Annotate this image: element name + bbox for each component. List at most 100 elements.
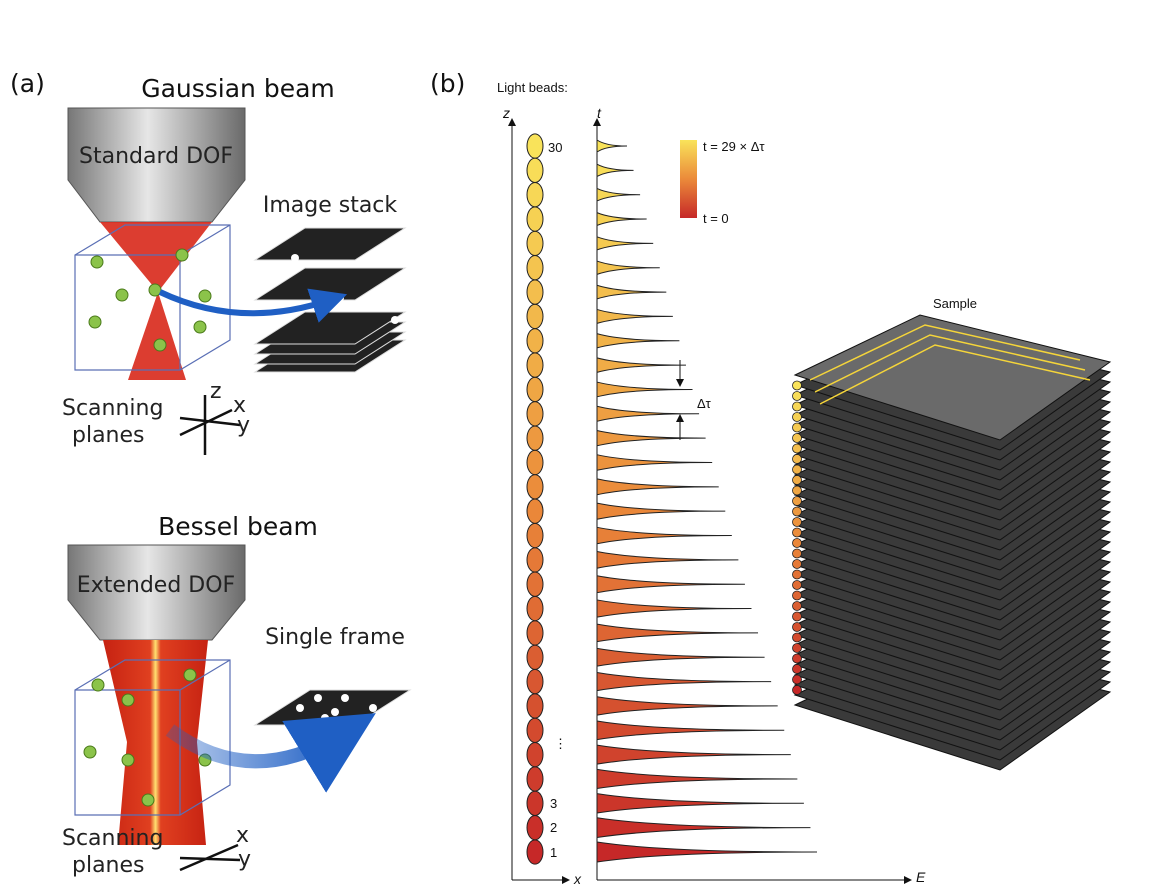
scan-label: Scanning — [62, 396, 163, 421]
bead — [527, 499, 543, 523]
interval-label: Δτ — [697, 396, 712, 411]
panel-label: (b) — [430, 69, 465, 98]
axis-label: x — [236, 823, 249, 848]
stack-bead — [793, 486, 802, 495]
axis-label: x — [573, 871, 582, 887]
pulse — [597, 188, 640, 201]
pulse — [597, 794, 804, 813]
bead — [527, 353, 543, 377]
bead-label: 2 — [550, 820, 557, 835]
pulse — [597, 721, 784, 740]
bead — [527, 329, 543, 353]
panel-label: (a) — [10, 69, 45, 98]
bead — [527, 767, 543, 791]
light-beads-panel: (b) Light beads: z x t E 30 ⋮ 3 2 1 t = … — [430, 69, 1110, 887]
pulse — [597, 455, 712, 471]
bead — [527, 183, 543, 207]
panel-title: Bessel beam — [158, 512, 318, 541]
output-label: Image stack — [263, 193, 398, 218]
heading: Light beads: — [497, 80, 568, 95]
stack-bead — [793, 633, 802, 642]
stack-bead — [793, 612, 802, 621]
pulse — [597, 406, 699, 421]
pulse — [597, 673, 771, 691]
bead — [527, 694, 543, 718]
stack-bead — [793, 539, 802, 548]
bead — [527, 572, 543, 596]
bead — [527, 256, 543, 280]
stack-bead — [793, 507, 802, 516]
bead — [527, 426, 543, 450]
axis-label: y — [238, 847, 251, 872]
bead — [527, 231, 543, 255]
pulse — [597, 842, 817, 862]
pulse — [597, 552, 738, 569]
figure: (a) Gaussian beam Standard DOF Image sta… — [0, 0, 1152, 890]
output-label: Single frame — [265, 625, 405, 650]
bead — [527, 791, 543, 815]
axis-label: t — [597, 105, 602, 121]
bead — [527, 158, 543, 182]
stack-bead — [793, 570, 802, 579]
pulse — [597, 382, 693, 397]
sample-stack — [793, 315, 1111, 770]
bead-label: 3 — [550, 796, 557, 811]
bead — [527, 742, 543, 766]
pulse — [597, 309, 673, 323]
stack-bead — [793, 528, 802, 537]
bead-label: 1 — [550, 845, 557, 860]
pulse — [597, 358, 686, 372]
bead — [527, 523, 543, 547]
stack-bead — [793, 444, 802, 453]
axis-label: z — [502, 105, 510, 121]
stack-bead — [793, 392, 802, 401]
pulse — [597, 334, 679, 348]
pulse — [597, 745, 791, 764]
pulse — [597, 769, 797, 788]
panel-title: Gaussian beam — [141, 74, 335, 103]
axis-label: E — [916, 869, 926, 885]
scan-label: Scanning — [62, 826, 163, 851]
stack-bead — [793, 402, 802, 411]
bead — [527, 596, 543, 620]
bead — [527, 402, 543, 426]
axis-label: z — [210, 379, 222, 404]
pulse — [597, 697, 778, 715]
bead — [527, 207, 543, 231]
bead — [527, 645, 543, 669]
stack-bead — [793, 423, 802, 432]
axes-icon — [180, 845, 240, 870]
pulse — [597, 648, 765, 666]
stack-bead — [793, 518, 802, 527]
beads — [527, 134, 543, 864]
stack-bead — [793, 581, 802, 590]
bead-label: ⋮ — [554, 736, 567, 751]
stack-bead — [793, 602, 802, 611]
pulse — [597, 503, 725, 519]
bead — [527, 475, 543, 499]
colorbar-label: t = 0 — [703, 211, 729, 226]
bead — [527, 450, 543, 474]
bead — [527, 718, 543, 742]
stack-bead — [793, 623, 802, 632]
stack-bead — [793, 413, 802, 422]
stack-bead — [793, 665, 802, 674]
bead — [527, 548, 543, 572]
pulse — [597, 285, 666, 299]
stack-bead — [793, 476, 802, 485]
stack-bead — [793, 465, 802, 474]
bead — [527, 304, 543, 328]
pulse — [597, 600, 751, 617]
bead — [527, 669, 543, 693]
colorbar — [680, 140, 697, 218]
stack-bead — [793, 560, 802, 569]
pulse — [597, 527, 732, 543]
bead-label: 30 — [548, 140, 562, 155]
stack-bead — [793, 644, 802, 653]
pulse — [597, 261, 660, 274]
axes-icon — [180, 395, 240, 455]
pulse — [597, 576, 745, 593]
pulse — [597, 140, 627, 152]
bead — [527, 280, 543, 304]
stack-bead — [793, 549, 802, 558]
